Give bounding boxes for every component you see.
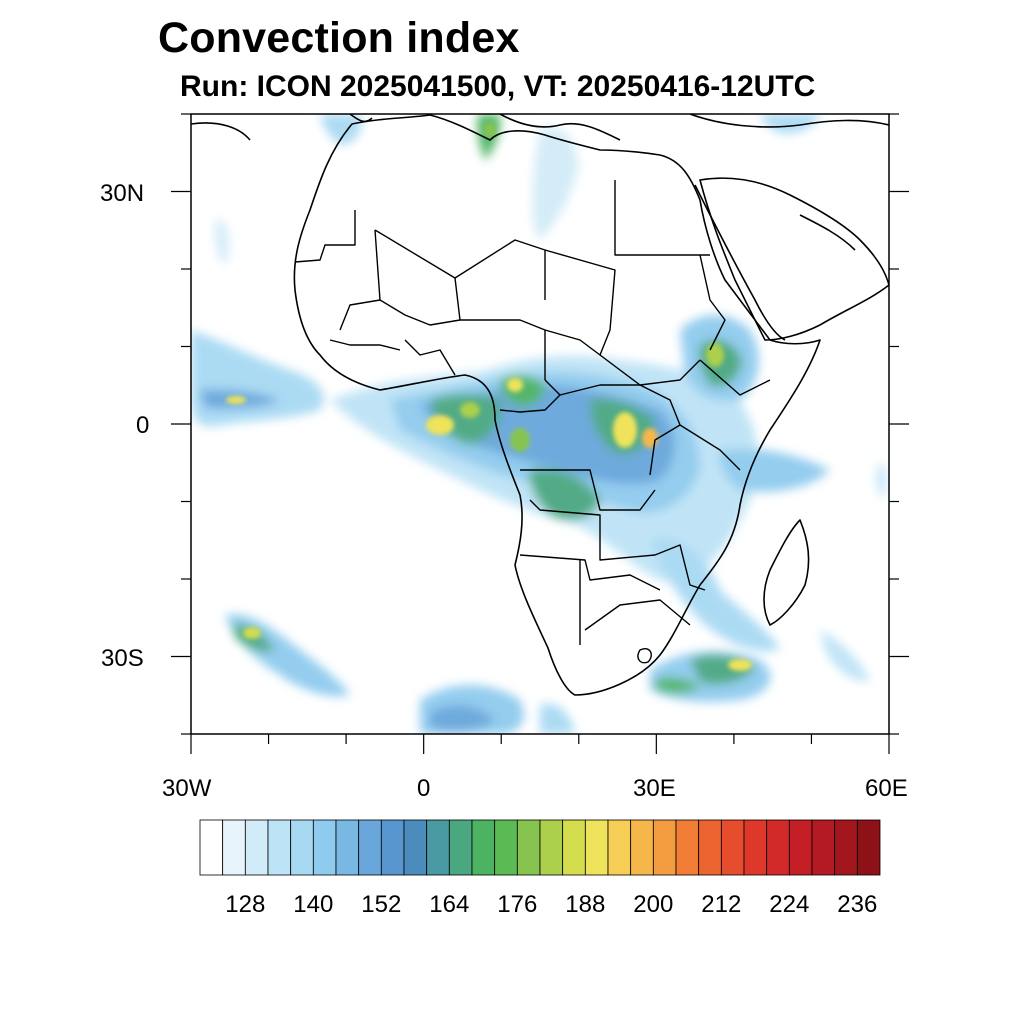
lat-label-30s: 30S xyxy=(101,645,144,672)
chart-title: Convection index xyxy=(158,14,520,62)
lon-label-60e: 60E xyxy=(865,775,908,802)
map-ticks xyxy=(171,113,909,754)
lon-label-30e: 30E xyxy=(633,775,676,802)
coastlines xyxy=(191,114,889,696)
lat-label-0: 0 xyxy=(136,412,150,439)
lat-label-30n: 30N xyxy=(100,180,145,207)
country-borders xyxy=(294,180,771,664)
chart-subtitle: Run: ICON 2025041500, VT: 20250416-12UTC xyxy=(180,70,816,103)
convection-field xyxy=(191,114,887,734)
lon-label-30w: 30W xyxy=(162,775,212,802)
lon-label-0: 0 xyxy=(417,775,431,802)
